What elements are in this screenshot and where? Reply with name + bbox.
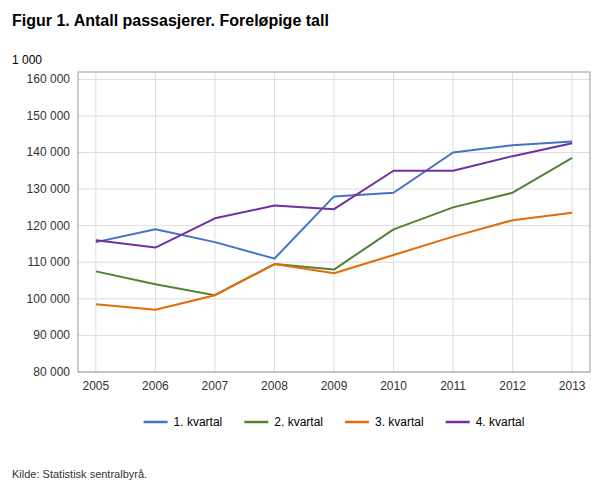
y-tick-label: 150 000: [27, 109, 71, 123]
x-grid-line: [512, 72, 513, 372]
x-grid-line: [214, 72, 215, 372]
title: Figur 1. Antall passasjerer. Foreløpige …: [12, 12, 329, 29]
chart: Figur 1. Antall passasjerer. Foreløpige …: [0, 0, 610, 488]
x-tick-label: 2009: [321, 379, 348, 393]
x-grid-line: [334, 72, 335, 372]
axes: 80 000 90 000 100 000 110 000 120 000 130 000…: [27, 72, 590, 393]
x-tick-label: 2010: [380, 379, 407, 393]
series-line: [96, 142, 572, 259]
series-line: [96, 158, 572, 295]
legend-item: 3. kvartal: [345, 415, 424, 429]
x-tick-label: 2008: [261, 379, 288, 393]
legend-swatch: [244, 421, 268, 424]
x-tick-label: 2011: [440, 379, 466, 393]
x-grid-line: [393, 72, 394, 372]
x-grid-line: [572, 72, 573, 372]
x-tick-label: 2007: [202, 379, 229, 393]
x-tick-label: 2012: [499, 379, 526, 393]
legend-item: 1. kvartal: [144, 415, 223, 429]
y-tick-label: 90 000: [33, 328, 70, 342]
legend-swatch: [144, 421, 168, 424]
legend-label: 4. kvartal: [476, 415, 525, 429]
unit-label: 1 000: [12, 53, 42, 67]
y-tick-label: 120 000: [27, 219, 71, 233]
series-line: [96, 143, 572, 247]
page: {"chart_data": { "type": "line", "title"…: [0, 0, 610, 488]
grid: [78, 72, 590, 372]
x-grid-line: [95, 72, 96, 372]
series-line: [96, 213, 572, 310]
x-tick-label: 2005: [83, 379, 110, 393]
legend-swatch: [446, 421, 470, 424]
source-note: Kilde: Statistisk sentralbyrå.: [12, 468, 147, 480]
x-grid-line: [453, 72, 454, 372]
x-grid-line: [155, 72, 156, 372]
legend-item: 2. kvartal: [244, 415, 323, 429]
y-tick-label: 160 000: [27, 72, 71, 86]
legend-swatch: [345, 421, 369, 424]
y-tick-label: 100 000: [27, 292, 71, 306]
x-tick-label: 2013: [559, 379, 586, 393]
legend-label: 2. kvartal: [274, 415, 323, 429]
lines: [96, 142, 572, 310]
plot-frame: [78, 72, 590, 372]
legend-label: 1. kvartal: [174, 415, 223, 429]
x-grid-line: [274, 72, 275, 372]
legend-label: 3. kvartal: [375, 415, 424, 429]
y-tick-label: 110 000: [28, 255, 71, 269]
legend: 1. kvartal 2. kvartal 3. kvartal 4. kvartal: [144, 415, 525, 429]
y-tick-label: 80 000: [33, 365, 70, 379]
x-tick-label: 2006: [142, 379, 169, 393]
y-tick-label: 140 000: [27, 145, 71, 159]
y-tick-label: 130 000: [27, 182, 71, 196]
legend-item: 4. kvartal: [446, 415, 525, 429]
